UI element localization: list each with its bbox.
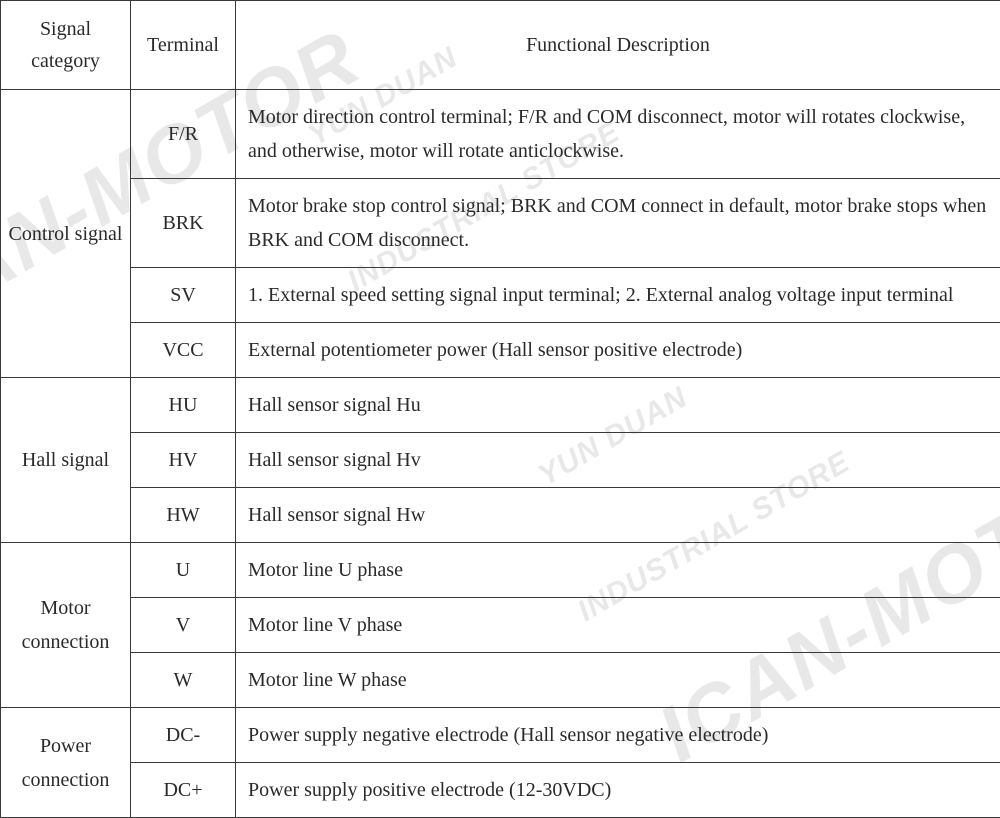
terminal-cell: U [131, 543, 236, 598]
description-cell: Hall sensor signal Hv [236, 433, 1000, 488]
terminal-cell: DC- [131, 708, 236, 763]
table-row: Power connection DC- Power supply negati… [1, 708, 1000, 763]
header-terminal: Terminal [131, 1, 236, 90]
terminal-cell: VCC [131, 323, 236, 378]
table-row: Motor connection U Motor line U phase [1, 543, 1000, 598]
description-cell: Motor direction control terminal; F/R an… [236, 90, 1000, 179]
description-cell: Hall sensor signal Hw [236, 488, 1000, 543]
table-row: Hall signal HU Hall sensor signal Hu [1, 378, 1000, 433]
signal-table: Signal category Terminal Functional Desc… [0, 0, 1000, 818]
terminal-cell: SV [131, 268, 236, 323]
description-cell: 1. External speed setting signal input t… [236, 268, 1000, 323]
description-cell: Motor brake stop control signal; BRK and… [236, 179, 1000, 268]
table-row: HW Hall sensor signal Hw [1, 488, 1000, 543]
terminal-cell: HU [131, 378, 236, 433]
category-cell: Control signal [1, 90, 131, 378]
terminal-cell: HV [131, 433, 236, 488]
table-header-row: Signal category Terminal Functional Desc… [1, 1, 1000, 90]
header-description: Functional Description [236, 1, 1000, 90]
terminal-cell: BRK [131, 179, 236, 268]
table-row: BRK Motor brake stop control signal; BRK… [1, 179, 1000, 268]
description-cell: Motor line V phase [236, 598, 1000, 653]
terminal-cell: F/R [131, 90, 236, 179]
table-row: V Motor line V phase [1, 598, 1000, 653]
terminal-cell: DC+ [131, 763, 236, 818]
category-cell: Hall signal [1, 378, 131, 543]
description-cell: Motor line U phase [236, 543, 1000, 598]
description-cell: External potentiometer power (Hall senso… [236, 323, 1000, 378]
category-cell: Power connection [1, 708, 131, 818]
description-cell: Power supply negative electrode (Hall se… [236, 708, 1000, 763]
table-row: SV 1. External speed setting signal inpu… [1, 268, 1000, 323]
table-row: W Motor line W phase [1, 653, 1000, 708]
terminal-cell: W [131, 653, 236, 708]
terminal-cell: V [131, 598, 236, 653]
table-row: HV Hall sensor signal Hv [1, 433, 1000, 488]
table-row: VCC External potentiometer power (Hall s… [1, 323, 1000, 378]
category-cell: Motor connection [1, 543, 131, 708]
table-row: DC+ Power supply positive electrode (12-… [1, 763, 1000, 818]
description-cell: Hall sensor signal Hu [236, 378, 1000, 433]
header-category: Signal category [1, 1, 131, 90]
description-cell: Power supply positive electrode (12-30VD… [236, 763, 1000, 818]
description-cell: Motor line W phase [236, 653, 1000, 708]
table-row: Control signal F/R Motor direction contr… [1, 90, 1000, 179]
terminal-cell: HW [131, 488, 236, 543]
